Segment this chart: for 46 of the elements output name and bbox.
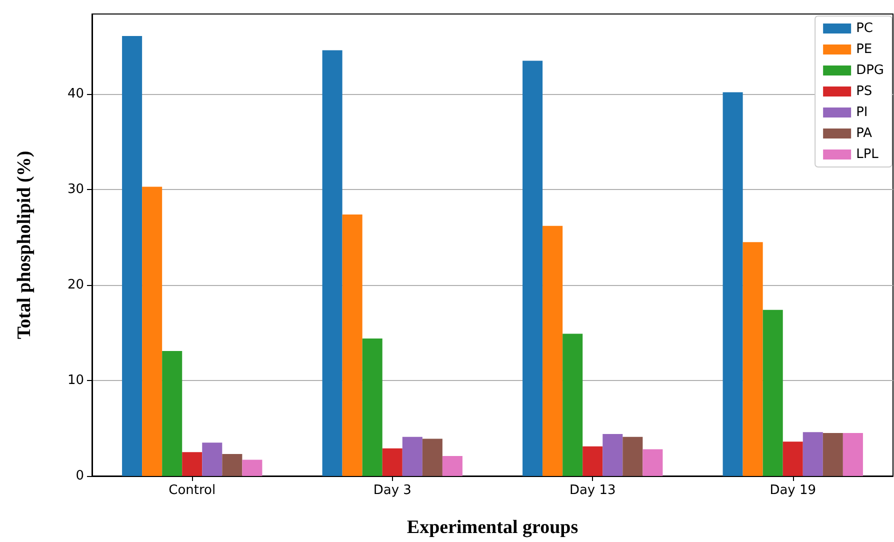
- legend-label: LPL: [856, 147, 880, 162]
- bar: [742, 242, 763, 476]
- bar: [542, 226, 563, 476]
- x-tick-label: Day 13: [569, 483, 616, 498]
- y-tick-label: 10: [67, 373, 84, 388]
- bar: [142, 186, 162, 476]
- x-tick-label: Day 3: [373, 483, 412, 498]
- y-axis-title: Total phospholipid (%): [14, 150, 35, 340]
- bar: [642, 449, 663, 476]
- bar: [582, 446, 603, 476]
- bar: [322, 50, 342, 476]
- y-tick-label: 0: [76, 468, 84, 484]
- bar: [562, 334, 583, 476]
- bar: [362, 338, 382, 476]
- x-axis-title: Experimental groups: [406, 517, 578, 538]
- legend-label: PI: [856, 105, 868, 120]
- bar: [522, 60, 543, 476]
- bar: [842, 433, 863, 476]
- bar: [122, 36, 142, 476]
- bar: [162, 350, 182, 476]
- y-tick-label: 20: [67, 278, 84, 293]
- legend-label: PE: [856, 42, 872, 57]
- bar: [722, 92, 743, 476]
- x-tick-label: Control: [168, 483, 216, 498]
- bar: [622, 436, 643, 476]
- y-tick-label: 30: [67, 182, 84, 198]
- bar: [342, 214, 362, 476]
- bar: [242, 460, 262, 476]
- bar: [182, 452, 202, 476]
- bar: [602, 434, 623, 476]
- bar: [402, 436, 422, 476]
- bar: [202, 442, 222, 476]
- bar: [442, 456, 462, 476]
- bar: [822, 433, 843, 476]
- bar: [422, 438, 442, 476]
- bar: [382, 448, 402, 476]
- bar: [802, 432, 823, 476]
- bar: [782, 442, 803, 476]
- bar: [222, 454, 242, 476]
- legend-label: PC: [856, 21, 873, 36]
- legend-label: PS: [856, 84, 872, 99]
- x-tick-label: Day 19: [770, 483, 816, 498]
- legend-label: DPG: [856, 63, 884, 78]
- legend-label: PA: [856, 126, 872, 141]
- y-tick-label: 40: [67, 86, 84, 102]
- bar: [762, 310, 783, 476]
